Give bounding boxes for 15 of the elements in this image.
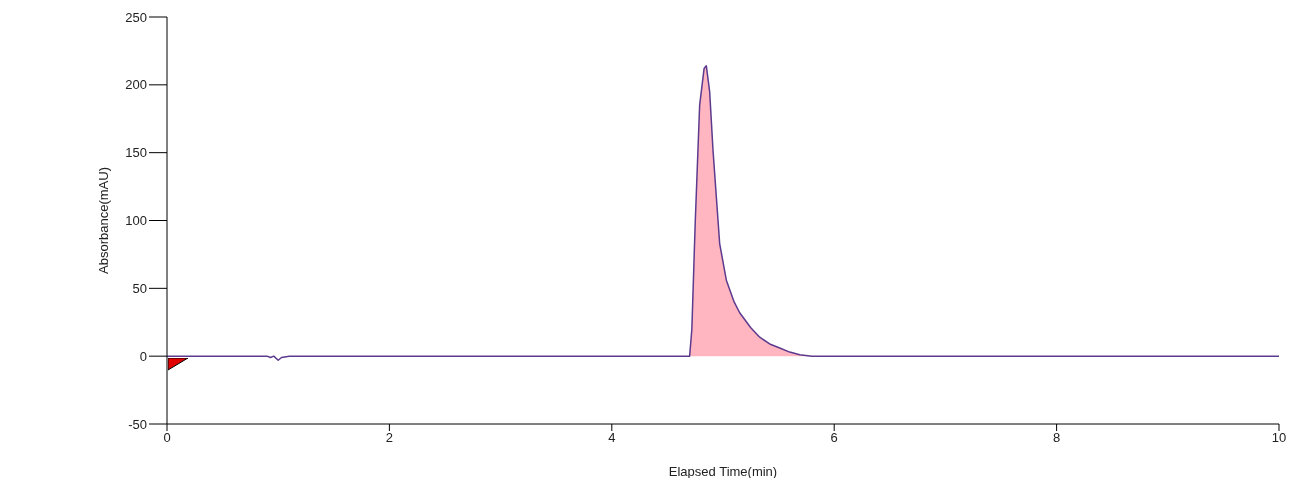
y-tick-label: -50	[128, 416, 147, 432]
y-tick-label: 0	[139, 348, 147, 364]
x-axis-title: Elapsed Time(min)	[668, 464, 778, 479]
y-tick-label: 50	[132, 280, 147, 296]
x-tick-label: 0	[163, 430, 171, 446]
x-tick-label: 10	[1271, 430, 1287, 446]
y-tick-label: 200	[125, 77, 147, 93]
x-tick-label: 8	[1052, 430, 1061, 446]
y-axis-title: Absorbance(mAU)	[95, 167, 111, 274]
x-tick-label: 2	[385, 430, 394, 446]
y-tick-label: 150	[125, 145, 147, 161]
x-tick-label: 6	[830, 430, 838, 446]
y-tick-label: 100	[125, 213, 147, 229]
x-tick-label: 4	[608, 430, 616, 446]
y-tick-label: 250	[125, 9, 147, 25]
